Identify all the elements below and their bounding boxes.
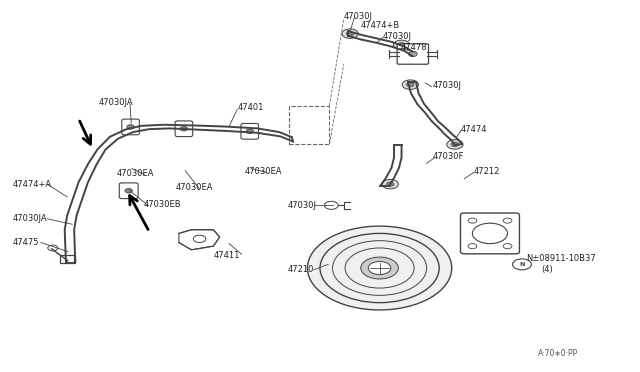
Circle shape <box>408 51 417 57</box>
Circle shape <box>346 31 354 36</box>
Circle shape <box>246 129 253 134</box>
Text: 47474: 47474 <box>461 125 488 134</box>
FancyBboxPatch shape <box>241 124 259 139</box>
Circle shape <box>402 80 419 89</box>
FancyBboxPatch shape <box>122 119 140 135</box>
Text: 47030J: 47030J <box>344 12 373 21</box>
Circle shape <box>394 40 410 49</box>
Text: 47411: 47411 <box>213 251 240 260</box>
Circle shape <box>127 125 134 129</box>
Circle shape <box>342 29 358 38</box>
Circle shape <box>324 201 338 209</box>
Circle shape <box>48 245 58 251</box>
Circle shape <box>406 83 414 87</box>
Text: 47030F: 47030F <box>433 153 464 161</box>
Text: 47030EA: 47030EA <box>176 183 213 192</box>
FancyBboxPatch shape <box>175 121 193 137</box>
FancyBboxPatch shape <box>461 213 520 254</box>
Circle shape <box>361 257 398 279</box>
Text: 47401: 47401 <box>237 103 264 112</box>
Text: 47030J: 47030J <box>287 201 316 210</box>
Text: 47030JA: 47030JA <box>99 98 134 107</box>
FancyBboxPatch shape <box>60 255 74 263</box>
Circle shape <box>503 218 512 223</box>
Circle shape <box>193 235 206 243</box>
Circle shape <box>468 218 477 223</box>
Text: 47474+A: 47474+A <box>13 180 52 189</box>
Text: 47030EB: 47030EB <box>143 200 180 209</box>
Circle shape <box>503 244 512 249</box>
Circle shape <box>180 126 188 131</box>
Circle shape <box>447 140 463 149</box>
Text: 47210: 47210 <box>287 265 314 274</box>
FancyBboxPatch shape <box>397 44 429 64</box>
Text: 47030J: 47030J <box>433 81 462 90</box>
Circle shape <box>468 244 477 249</box>
Text: 47475: 47475 <box>13 238 39 247</box>
Circle shape <box>472 223 508 244</box>
Circle shape <box>125 189 132 193</box>
Circle shape <box>382 179 398 189</box>
Text: 47030JA: 47030JA <box>13 214 47 223</box>
Text: 47030J: 47030J <box>383 32 412 41</box>
Circle shape <box>451 142 459 147</box>
Circle shape <box>387 182 394 186</box>
Text: A·70∗0·PP: A·70∗0·PP <box>538 349 579 358</box>
Text: 47030EA: 47030EA <box>244 167 282 176</box>
FancyBboxPatch shape <box>119 183 138 199</box>
Text: 47474+B: 47474+B <box>361 21 400 30</box>
Text: 47478: 47478 <box>400 43 427 52</box>
Circle shape <box>513 259 531 270</box>
Polygon shape <box>179 230 220 250</box>
Circle shape <box>398 43 405 47</box>
Text: N±08911-10B37: N±08911-10B37 <box>525 254 595 263</box>
Circle shape <box>368 262 391 275</box>
Text: 47030EA: 47030EA <box>116 169 154 178</box>
Text: N: N <box>519 262 525 267</box>
Text: (4): (4) <box>541 265 552 274</box>
Text: 47212: 47212 <box>474 167 500 176</box>
Circle shape <box>307 226 452 310</box>
